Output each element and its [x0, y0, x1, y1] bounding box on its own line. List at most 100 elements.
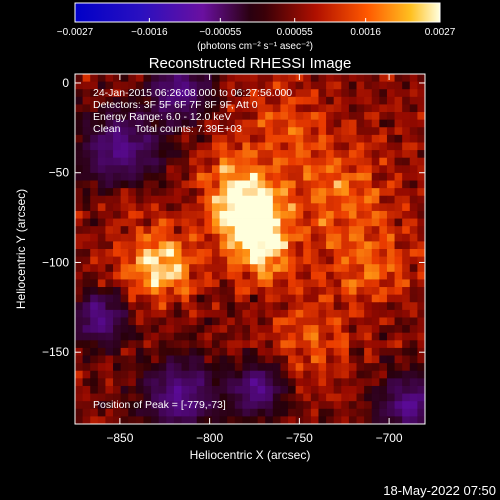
heatmap-cell [280, 309, 289, 318]
heatmap-cell [189, 347, 198, 356]
heatmap-cell [75, 74, 84, 83]
heatmap-cell [394, 416, 403, 424]
heatmap-cell [386, 127, 395, 136]
heatmap-cell [82, 226, 91, 235]
heatmap-cell [173, 195, 182, 204]
heatmap-cell [242, 188, 251, 197]
heatmap-cell [90, 393, 99, 402]
heatmap-cell [295, 218, 304, 227]
heatmap-cell [417, 332, 425, 341]
heatmap-cell [143, 332, 152, 341]
heatmap-cell [394, 256, 403, 265]
heatmap-cell [113, 287, 122, 296]
heatmap-cell [348, 332, 357, 341]
heatmap-cell [265, 89, 274, 98]
heatmap-cell [166, 119, 175, 128]
heatmap-cell [219, 157, 228, 166]
heatmap-cell [417, 157, 425, 166]
heatmap-cell [189, 188, 198, 197]
heatmap-cell [394, 233, 403, 242]
heatmap-cell [379, 188, 388, 197]
heatmap-cell [90, 302, 99, 311]
heatmap-cell [113, 180, 122, 189]
heatmap-cell [135, 264, 144, 273]
heatmap-cell [120, 309, 129, 318]
heatmap-cell [295, 340, 304, 349]
heatmap-cell [310, 188, 319, 197]
heatmap-cell [82, 309, 91, 318]
heatmap-cell [128, 226, 137, 235]
heatmap-cell [166, 416, 175, 424]
heatmap-cell [333, 264, 342, 273]
heatmap-cell [371, 393, 380, 402]
heatmap-cell [151, 332, 160, 341]
heatmap-cell [204, 416, 213, 424]
heatmap-cell [181, 279, 190, 288]
heatmap-cell [234, 165, 243, 174]
heatmap-cell [257, 287, 266, 296]
heatmap-cell [181, 294, 190, 303]
heatmap-cell [348, 112, 357, 121]
heatmap-cell [105, 74, 114, 83]
heatmap-cell [402, 325, 411, 334]
heatmap-cell [257, 355, 266, 364]
heatmap-cell [303, 287, 312, 296]
heatmap-cell [272, 416, 281, 424]
heatmap-cell [189, 210, 198, 219]
heatmap-cell [288, 416, 297, 424]
heatmap-cell [348, 89, 357, 98]
heatmap-cell [295, 210, 304, 219]
heatmap-cell [288, 112, 297, 121]
heatmap-cell [234, 127, 243, 136]
heatmap-cell [181, 180, 190, 189]
heatmap-cell [181, 195, 190, 204]
heatmap-cell [97, 74, 106, 83]
heatmap-cell [219, 172, 228, 181]
heatmap-cell [211, 134, 220, 143]
heatmap-cell [128, 134, 137, 143]
heatmap-cell [409, 104, 418, 113]
heatmap-cell [326, 378, 335, 387]
heatmap-cell [318, 294, 327, 303]
heatmap-cell [143, 302, 152, 311]
heatmap-cell [196, 302, 205, 311]
heatmap-cell [310, 241, 319, 250]
heatmap-cell [417, 127, 425, 136]
annotation-clean-counts: Clean Total counts: 7.39E+03 [93, 123, 242, 135]
heatmap-cell [280, 363, 289, 372]
heatmap-cell [356, 226, 365, 235]
heatmap-cell [326, 119, 335, 128]
heatmap-cell [272, 264, 281, 273]
heatmap-cell [318, 256, 327, 265]
heatmap-cell [75, 287, 84, 296]
heatmap-cell [303, 210, 312, 219]
heatmap-cell [386, 210, 395, 219]
heatmap-cell [318, 355, 327, 364]
heatmap-cell [288, 332, 297, 341]
heatmap-cell [364, 203, 373, 212]
heatmap-cell [158, 195, 167, 204]
heatmap-cell [371, 203, 380, 212]
heatmap-cell [196, 172, 205, 181]
heatmap-cell [379, 309, 388, 318]
heatmap-cell [303, 172, 312, 181]
heatmap-cell [394, 287, 403, 296]
heatmap-cell [82, 188, 91, 197]
heatmap-cell [211, 287, 220, 296]
heatmap-cell [371, 294, 380, 303]
heatmap-cell [257, 210, 266, 219]
heatmap-cell [151, 355, 160, 364]
heatmap-cell [105, 256, 114, 265]
heatmap-cell [280, 401, 289, 410]
heatmap-cell [364, 74, 373, 83]
heatmap-cell [333, 347, 342, 356]
heatmap-cell [356, 218, 365, 227]
heatmap-cell [105, 287, 114, 296]
heatmap-cell [97, 188, 106, 197]
heatmap-cell [128, 347, 137, 356]
heatmap-cell [105, 378, 114, 387]
heatmap-cell [75, 104, 84, 113]
heatmap-cell [75, 370, 84, 379]
heatmap-cell [196, 264, 205, 273]
heatmap-cell [265, 104, 274, 113]
